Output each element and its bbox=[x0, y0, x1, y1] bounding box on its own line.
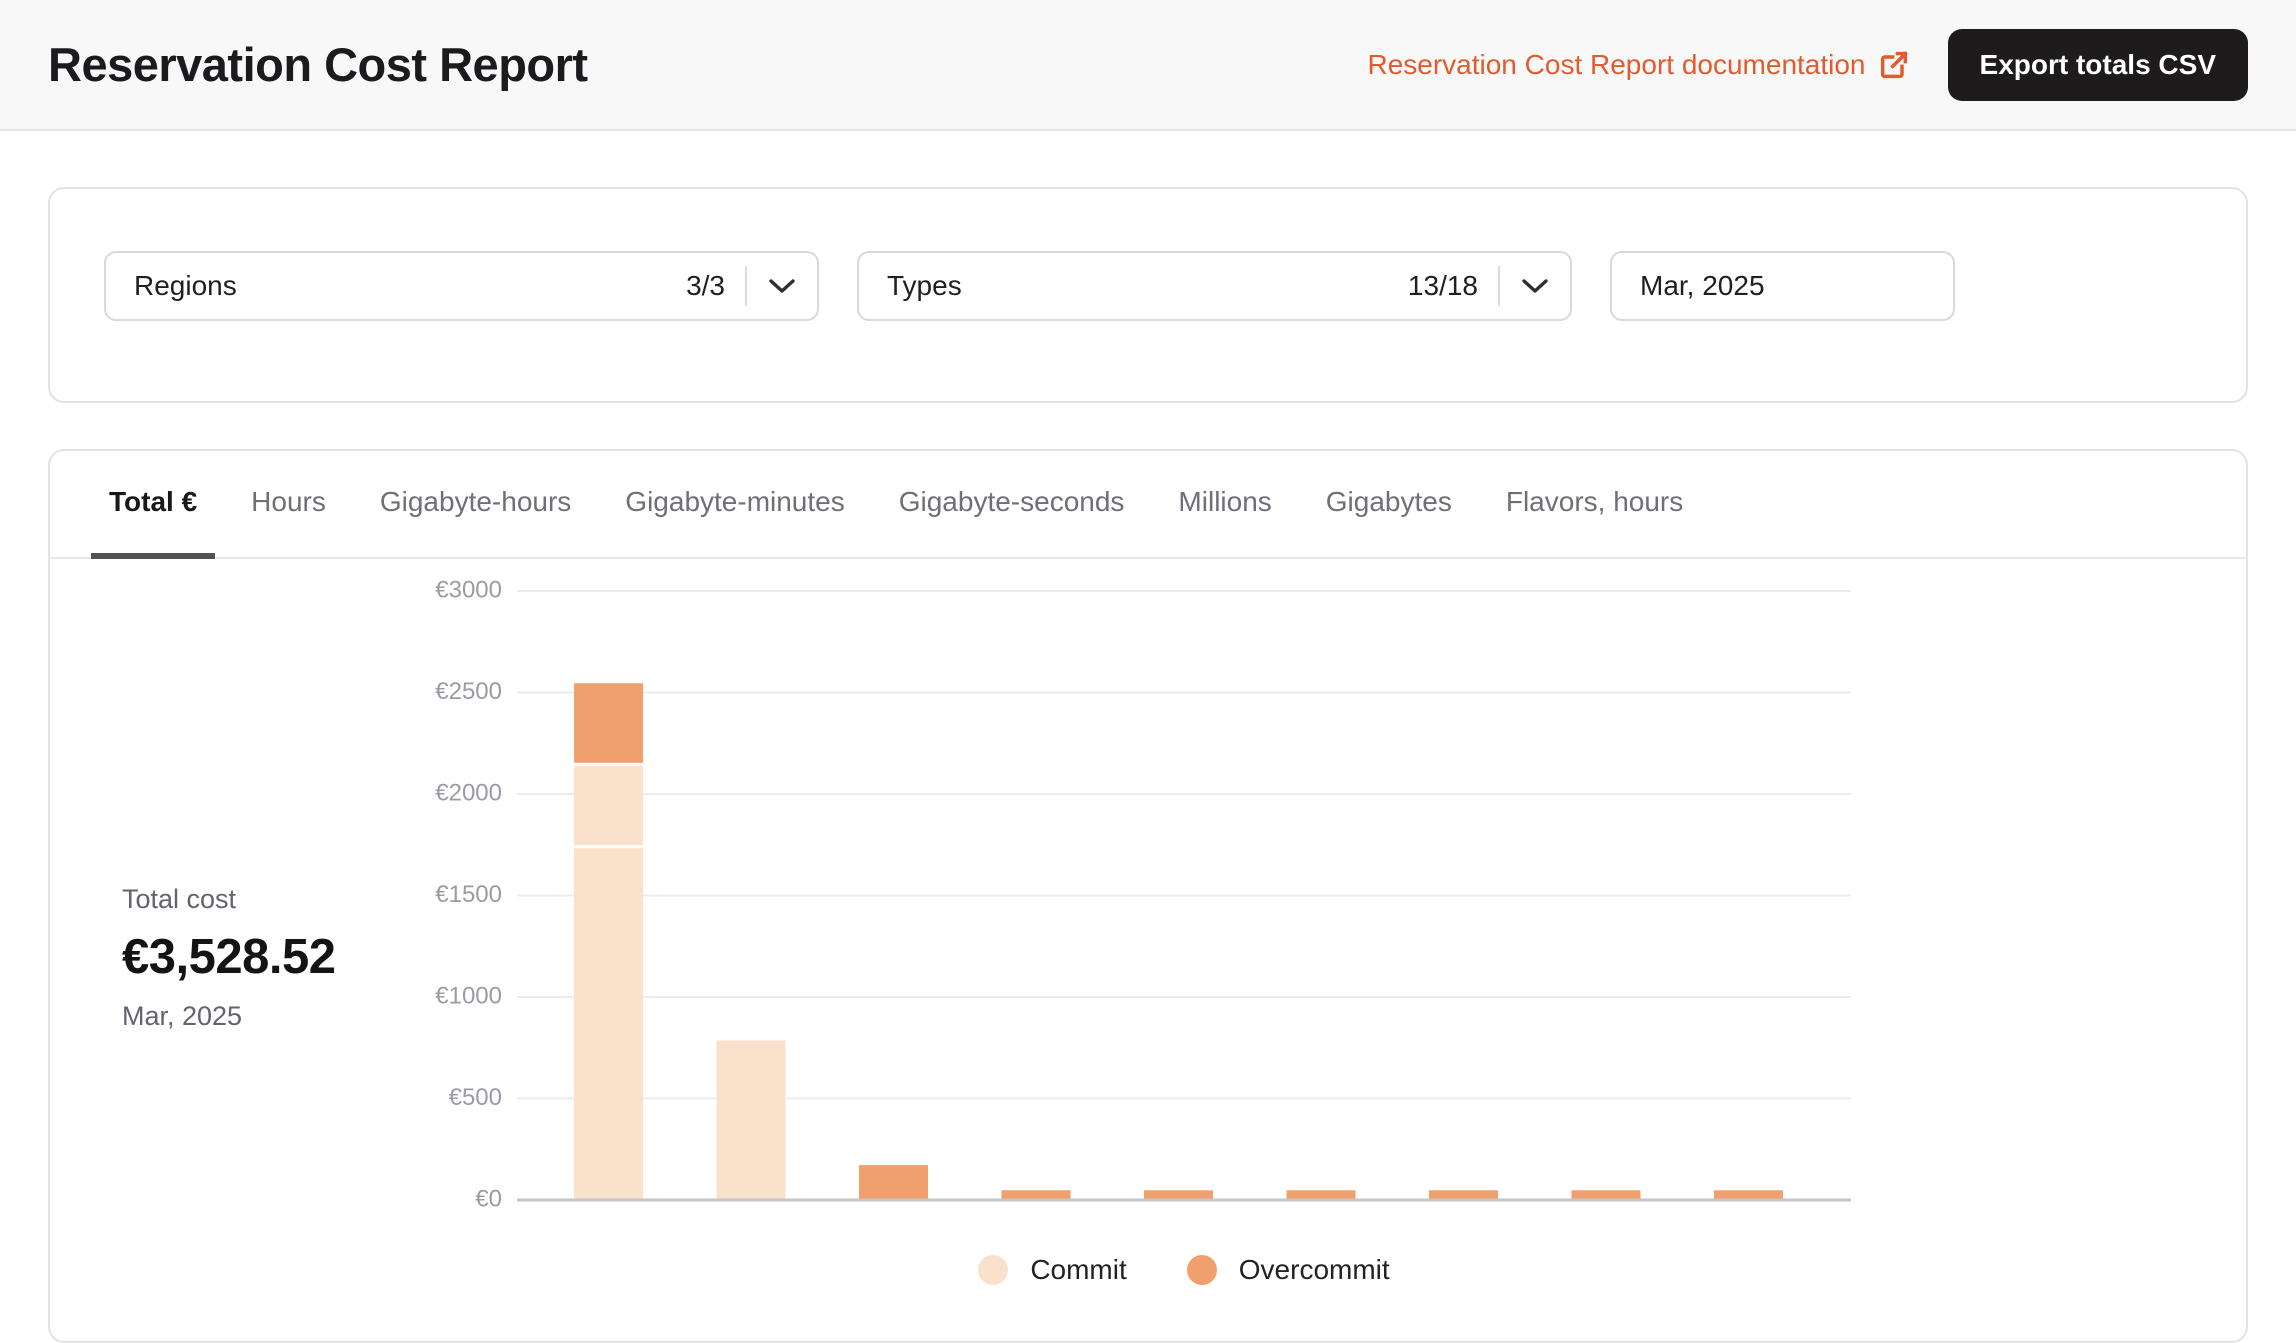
bar-segment-overcommit[interactable] bbox=[1144, 1190, 1213, 1200]
total-cost-block: Total cost €3,528.52 Mar, 2025 bbox=[122, 559, 432, 1343]
chart-area: €0 €500 €1000 €1500 €2000 €2500 €3000 Commit Ov… bbox=[432, 559, 2246, 1343]
filters-card: Regions 3/3 Types 13/18 Mar, 2025 bbox=[48, 187, 2248, 403]
month-picker[interactable]: Mar, 2025 bbox=[1610, 251, 1955, 321]
bar-segment-overcommit[interactable] bbox=[1001, 1190, 1071, 1200]
y-axis-tick-label: €2000 bbox=[435, 779, 502, 806]
y-axis-tick-label: €1000 bbox=[435, 982, 502, 1009]
chevron-down-icon bbox=[769, 279, 795, 293]
month-picker-value: Mar, 2025 bbox=[1640, 270, 1765, 301]
header-actions: Reservation Cost Report documentation Ex… bbox=[1367, 28, 2248, 101]
regions-select[interactable]: Regions 3/3 bbox=[104, 251, 819, 321]
legend-label: Commit bbox=[1030, 1254, 1127, 1285]
legend-label: Overcommit bbox=[1238, 1254, 1390, 1285]
filter-row: Regions 3/3 Types 13/18 Mar, 2025 bbox=[104, 251, 2192, 321]
bar-segment-overcommit[interactable] bbox=[1286, 1190, 1356, 1200]
chart-body: Total cost €3,528.52 Mar, 2025 €0 €500 €10… bbox=[50, 559, 2246, 1343]
legend-item-commit[interactable]: Commit bbox=[978, 1254, 1127, 1286]
bar-segment-overcommit[interactable] bbox=[1714, 1190, 1783, 1200]
y-axis-tick-label: €3000 bbox=[435, 576, 502, 603]
page-header: Reservation Cost Report Reservation Cost… bbox=[0, 0, 2296, 131]
types-select[interactable]: Types 13/18 bbox=[857, 251, 1572, 321]
main-content: Regions 3/3 Types 13/18 Mar, 2025 Tota bbox=[0, 187, 2296, 1343]
y-axis-tick-label: €2500 bbox=[435, 678, 502, 705]
tab-gigabyte-minutes[interactable]: Gigabyte-minutes bbox=[607, 451, 862, 559]
legend-item-overcommit[interactable]: Overcommit bbox=[1186, 1254, 1390, 1286]
total-cost-period: Mar, 2025 bbox=[122, 1001, 243, 1031]
tab-gigabytes[interactable]: Gigabytes bbox=[1308, 451, 1470, 559]
total-cost-value: €3,528.52 bbox=[122, 930, 336, 984]
unit-tabs: Total € Hours Gigabyte-hours Gigabyte-minut… bbox=[50, 451, 2246, 559]
y-axis-tick-label: €1500 bbox=[435, 881, 502, 908]
bar-segment-commit[interactable] bbox=[574, 765, 643, 846]
select-divider bbox=[745, 266, 747, 306]
bar-segment-commit[interactable] bbox=[574, 848, 643, 1200]
regions-select-count: 3/3 bbox=[686, 270, 725, 301]
chevron-down-icon bbox=[1522, 279, 1548, 293]
bar-segment-overcommit[interactable] bbox=[1571, 1190, 1641, 1200]
external-link-icon bbox=[1880, 50, 1908, 78]
select-divider bbox=[1498, 266, 1500, 306]
bar-segment-commit[interactable] bbox=[716, 1040, 786, 1200]
bar-segment-overcommit[interactable] bbox=[859, 1165, 928, 1200]
chart-legend: Commit Overcommit bbox=[517, 1254, 1851, 1286]
types-select-count: 13/18 bbox=[1407, 270, 1478, 301]
page-title: Reservation Cost Report bbox=[48, 38, 588, 91]
documentation-link[interactable]: Reservation Cost Report documentation bbox=[1367, 49, 1909, 81]
bar-segment-overcommit[interactable] bbox=[574, 683, 643, 763]
export-csv-button[interactable]: Export totals CSV bbox=[1947, 28, 2248, 101]
tab-flavors-hours[interactable]: Flavors, hours bbox=[1488, 451, 1701, 559]
types-select-label: Types bbox=[887, 270, 962, 301]
tab-hours[interactable]: Hours bbox=[233, 451, 344, 559]
tab-gigabyte-seconds[interactable]: Gigabyte-seconds bbox=[881, 451, 1143, 559]
overcommit-swatch bbox=[1186, 1255, 1217, 1285]
tab-total-euro[interactable]: Total € bbox=[91, 451, 216, 559]
regions-select-label: Regions bbox=[134, 270, 237, 301]
tab-millions[interactable]: Millions bbox=[1160, 451, 1289, 559]
y-axis-tick-label: €500 bbox=[449, 1084, 502, 1111]
commit-swatch bbox=[978, 1255, 1009, 1285]
documentation-link-label: Reservation Cost Report documentation bbox=[1367, 48, 1866, 80]
total-cost-label: Total cost bbox=[122, 884, 237, 914]
tab-gigabyte-hours[interactable]: Gigabyte-hours bbox=[362, 451, 589, 559]
bar-segment-overcommit[interactable] bbox=[1429, 1190, 1498, 1200]
y-axis-tick-label: €0 bbox=[475, 1185, 502, 1212]
report-card: Total € Hours Gigabyte-hours Gigabyte-minut… bbox=[48, 449, 2248, 1343]
cost-chart-svg: €0 €500 €1000 €1500 €2000 €2500 €3000 bbox=[435, 576, 1851, 1212]
